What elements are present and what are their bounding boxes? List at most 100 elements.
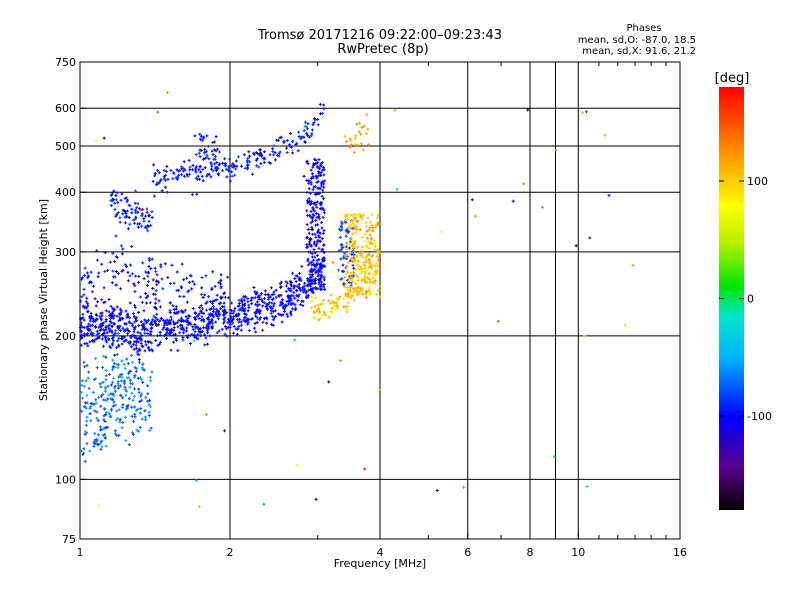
echo-point: [361, 245, 364, 249]
echo-point: [128, 274, 132, 278]
echo-point: [235, 332, 239, 336]
echo-point: [99, 442, 103, 446]
echo-point: [255, 316, 259, 320]
echo-point: [115, 191, 119, 195]
echo-point: [341, 263, 345, 267]
echo-point: [373, 239, 377, 243]
echo-point: [83, 432, 87, 436]
echo-point: [374, 279, 377, 283]
echo-point: [82, 326, 86, 329]
echo-point: [80, 410, 84, 413]
echo-point: [355, 263, 359, 267]
echo-point: [150, 341, 154, 345]
echo-point: [156, 343, 160, 347]
echo-point: [312, 202, 316, 206]
echo-point: [93, 378, 96, 382]
echo-point: [360, 126, 364, 130]
echo-point: [166, 91, 170, 94]
echo-point: [356, 292, 360, 296]
echo-point: [108, 323, 112, 327]
echo-point: [295, 463, 299, 467]
echo-point: [359, 214, 363, 218]
echo-point: [320, 287, 324, 291]
echo-point: [82, 306, 86, 310]
echo-point: [229, 319, 233, 323]
echo-point: [311, 232, 315, 236]
echo-point: [185, 300, 189, 304]
echo-point: [90, 334, 94, 337]
echo-point: [94, 442, 98, 446]
echo-point: [116, 384, 120, 388]
echo-point: [299, 288, 302, 292]
echo-point: [154, 339, 158, 342]
echo-point: [79, 299, 83, 303]
echo-point: [368, 278, 372, 282]
echo-point: [374, 241, 377, 245]
echo-point: [227, 167, 230, 171]
echo-point: [210, 325, 214, 329]
echo-point: [107, 310, 111, 314]
echo-point: [125, 200, 129, 204]
echo-point: [83, 459, 87, 463]
echo-point: [205, 174, 209, 178]
echo-point: [200, 174, 204, 178]
echo-point: [308, 199, 312, 203]
echo-point: [288, 143, 291, 147]
echo-point: [123, 415, 127, 419]
echo-point: [107, 329, 111, 333]
echo-point: [581, 111, 584, 115]
echo-point: [118, 418, 122, 422]
echo-point: [279, 285, 283, 289]
y-tick-label: 600: [55, 102, 76, 115]
echo-point: [226, 321, 230, 325]
echo-point: [360, 291, 364, 295]
echo-point: [271, 304, 275, 308]
echo-point: [101, 333, 104, 337]
echo-point: [261, 304, 265, 308]
echo-point: [85, 332, 89, 336]
echo-point: [156, 182, 160, 186]
echo-point: [190, 193, 194, 197]
echo-point: [175, 338, 178, 342]
echo-point: [312, 248, 316, 252]
echo-point: [230, 301, 234, 305]
echo-point: [203, 333, 206, 337]
echo-point: [122, 362, 126, 366]
echo-point: [135, 350, 139, 354]
echo-point: [368, 261, 372, 265]
echo-point: [80, 383, 84, 387]
echo-point: [143, 349, 147, 353]
echo-point: [151, 278, 155, 282]
echo-point: [253, 322, 257, 325]
echo-point: [116, 366, 120, 370]
echo-point: [119, 318, 123, 322]
echo-point: [172, 333, 175, 337]
echo-point: [83, 365, 87, 369]
echo-point: [315, 176, 319, 180]
echo-point: [125, 327, 129, 331]
echo-point: [280, 320, 284, 324]
echo-point: [130, 391, 134, 395]
echo-point: [87, 386, 91, 390]
echo-point: [99, 382, 103, 386]
echo-point: [103, 420, 107, 423]
echo-point: [125, 407, 129, 411]
echo-point: [361, 255, 365, 259]
echo-point: [183, 174, 187, 178]
echo-point: [158, 305, 162, 309]
echo-point: [141, 362, 145, 366]
echo-point: [265, 321, 269, 325]
echo-point: [368, 264, 372, 268]
echo-point: [133, 290, 137, 294]
echo-point: [311, 286, 315, 290]
echo-point: [89, 270, 93, 274]
echo-point: [304, 120, 307, 124]
echo-point: [311, 128, 314, 132]
echo-point: [189, 342, 192, 346]
echo-point: [94, 337, 98, 341]
echo-point: [194, 170, 198, 174]
echo-point: [106, 337, 110, 341]
echo-point: [126, 198, 130, 202]
echo-point: [181, 326, 185, 330]
echo-point: [279, 300, 283, 304]
